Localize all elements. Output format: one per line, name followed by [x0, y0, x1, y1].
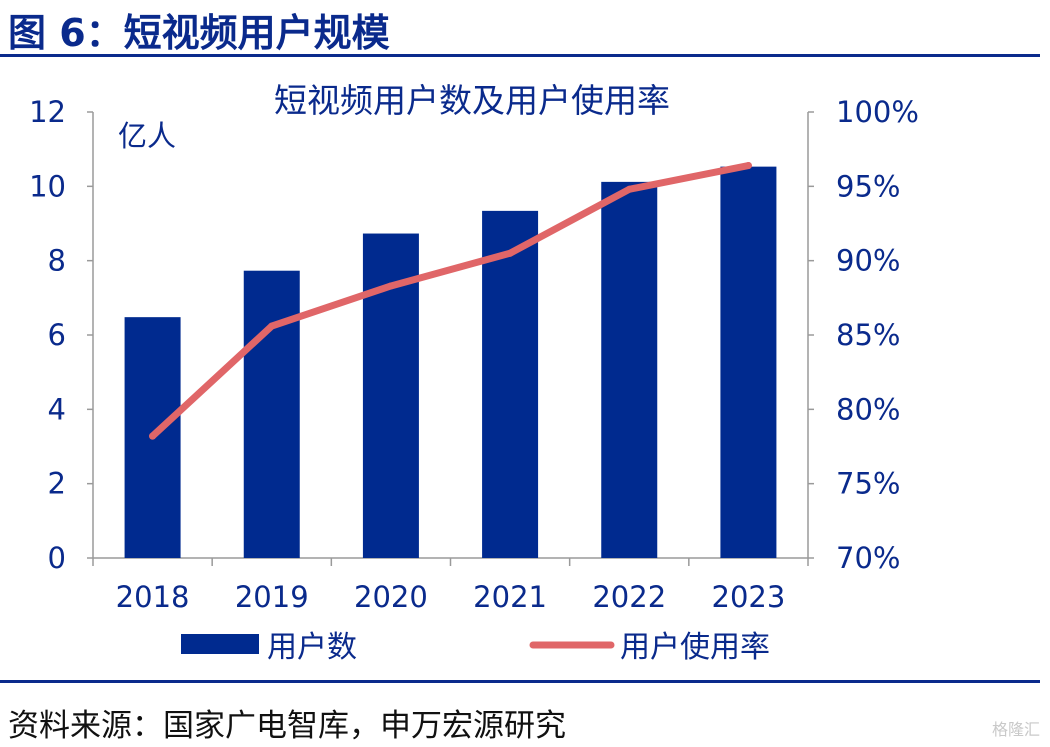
right-tick-label: 95% [836, 169, 900, 203]
chart: 短视频用户数及用户使用率 亿人 0 2 4 6 8 10 12 70% 75% 80% 85% 90%… [29, 81, 919, 665]
usage-rate-point-2022 [625, 185, 633, 193]
bar-series [124, 166, 777, 558]
axes [87, 111, 814, 566]
y-axis-unit-label: 亿人 [118, 119, 176, 153]
legend-label-bar: 用户数 [267, 630, 357, 665]
right-tick-label: 90% [836, 244, 900, 278]
left-tick-label: 12 [29, 95, 66, 129]
chart-title: 短视频用户数及用户使用率 [274, 81, 670, 120]
bar-2021 [482, 210, 539, 558]
bar-2022 [601, 181, 658, 558]
x-tick-label-2022: 2022 [592, 580, 666, 614]
left-tick-label: 4 [48, 392, 66, 426]
watermark: 格隆汇 [991, 720, 1040, 739]
legend: 用户数 用户使用率 [181, 630, 770, 665]
tick-labels: 0 2 4 6 8 10 12 70% 75% 80% 85% 90% 95% 100% 2018 2019 2… [29, 95, 919, 614]
usage-rate-point-2019 [268, 322, 276, 330]
bar-2019 [243, 270, 300, 558]
usage-rate-point-2020 [387, 282, 395, 290]
legend-swatch-bar [181, 634, 259, 654]
usage-rate-line [149, 162, 752, 440]
line-series [149, 162, 752, 440]
x-tick-label-2023: 2023 [712, 580, 786, 614]
bar-2023 [720, 166, 777, 558]
source-note: 资料来源：国家广电智库，申万宏源研究 [8, 708, 566, 744]
left-tick-label: 0 [48, 541, 66, 575]
legend-label-line: 用户使用率 [620, 630, 770, 665]
left-tick-label: 8 [48, 244, 66, 278]
right-tick-label: 80% [836, 392, 900, 426]
x-tick-label-2018: 2018 [116, 580, 190, 614]
x-tick-label-2019: 2019 [235, 580, 309, 614]
x-tick-label-2021: 2021 [473, 580, 547, 614]
right-tick-label: 85% [836, 318, 900, 352]
usage-rate-point-2023 [744, 162, 752, 170]
left-tick-label: 10 [29, 169, 66, 203]
left-tick-label: 2 [48, 467, 66, 501]
right-tick-label: 75% [836, 467, 900, 501]
right-tick-label: 100% [836, 95, 919, 129]
usage-rate-point-2021 [506, 249, 514, 257]
usage-rate-point-2018 [149, 432, 157, 440]
right-tick-label: 70% [836, 541, 900, 575]
x-tick-label-2020: 2020 [354, 580, 428, 614]
bottom-rule [0, 680, 1040, 683]
figure-title: 图 6：短视频用户规模 [8, 11, 390, 55]
top-rule [0, 54, 1040, 57]
left-tick-label: 6 [48, 318, 66, 352]
